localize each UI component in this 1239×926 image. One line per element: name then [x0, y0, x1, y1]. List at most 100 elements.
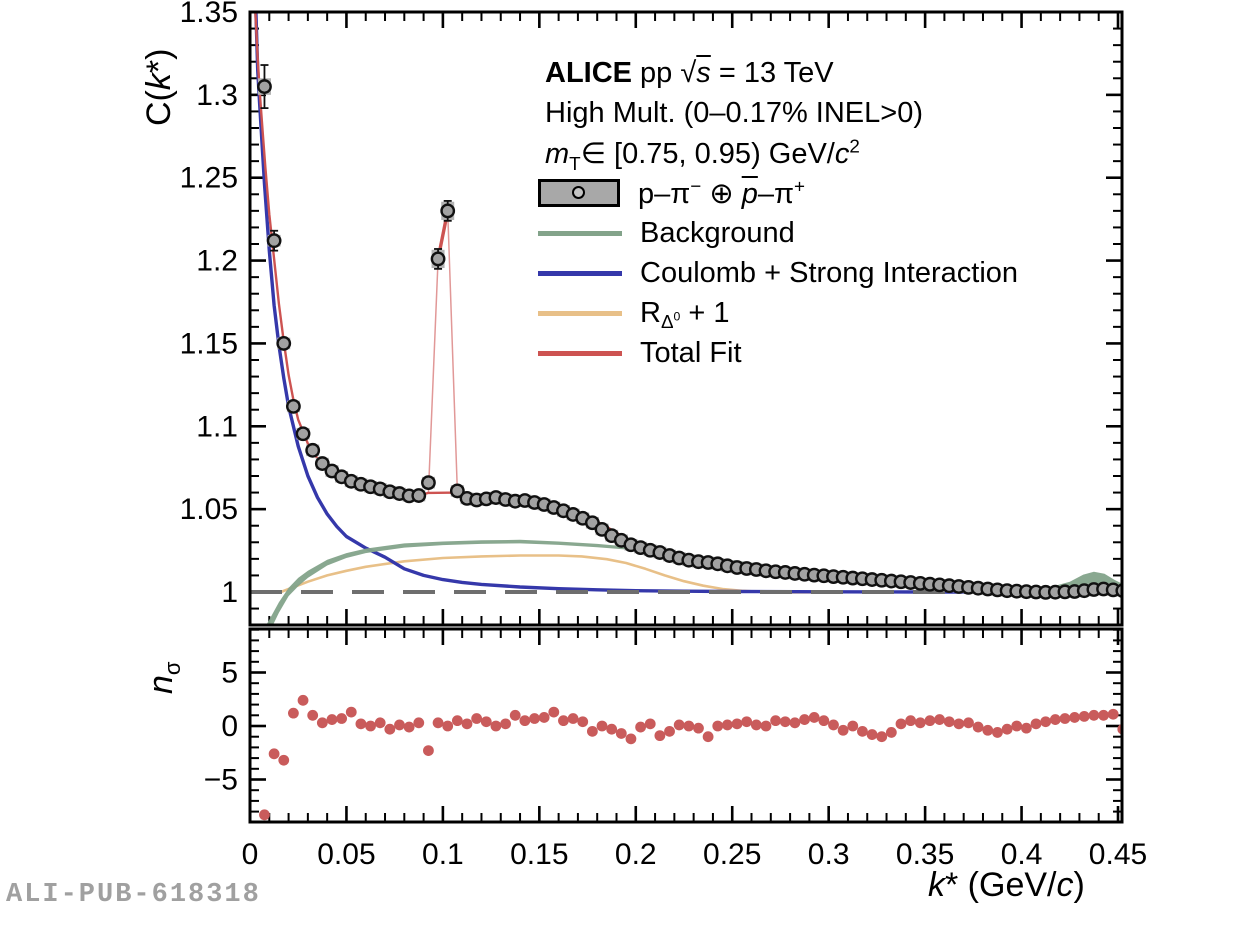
data-point-marker [295, 426, 311, 442]
residual-point [818, 715, 830, 727]
data-point-marker [285, 398, 301, 414]
residual-point [972, 721, 984, 733]
residual-y-tick-label: −5 [204, 764, 238, 797]
residual-point [992, 727, 1003, 738]
residual-point [760, 720, 772, 732]
residual-point [683, 720, 695, 732]
residual-point [866, 729, 878, 740]
legend-row-coulomb: Coulomb + Strong Interaction [538, 253, 1018, 293]
residual-point [615, 728, 627, 739]
residual-point [943, 716, 955, 728]
x-tick-label: 0.05 [317, 838, 375, 871]
residual-point [288, 707, 299, 719]
x-axis-title: k* (GeV/c) [928, 866, 1085, 904]
residual-point [1040, 716, 1052, 728]
residual-point [307, 709, 319, 721]
residual-point [403, 721, 415, 733]
residual-point [1069, 712, 1080, 723]
legend-row-data-pairs: p–π− ⊕ p–π+ [538, 173, 1018, 213]
data-point-marker [276, 336, 292, 351]
residual-point [857, 725, 868, 737]
residual-point [1098, 709, 1109, 721]
residual-y-tick-label: 5 [221, 657, 238, 690]
residual-point [953, 718, 965, 730]
data-point-marker [305, 442, 321, 458]
residual-point [490, 720, 502, 732]
data-point-marker [421, 475, 436, 491]
residual-point [509, 709, 521, 721]
residual-point [625, 733, 637, 745]
residual-point [808, 712, 820, 723]
residual-point [702, 731, 714, 743]
residual-y-axis-title: nσ [142, 661, 185, 694]
main-y-tick-label: 1.1 [196, 410, 238, 443]
legend-label-alice-header: ALICE pp √s = 13 TeV [545, 56, 834, 89]
residual-point [982, 724, 994, 736]
x-tick-label: 0.45 [1089, 838, 1147, 871]
data-point-marker [430, 251, 446, 267]
residual-point [461, 718, 473, 730]
background-line-swatch [538, 230, 622, 236]
residual-point [345, 706, 357, 718]
legend-row-background: Background [538, 213, 1018, 253]
data-point-marker [266, 233, 282, 249]
data-point-marker [257, 79, 272, 94]
legend-label-mt-range: mT∈ [0.75, 0.95) GeV/c2 [545, 134, 860, 174]
residual-point [934, 714, 945, 725]
residual-panel-frame [248, 627, 1124, 824]
legend-row-alice-header: ALICE pp √s = 13 TeV [538, 53, 1018, 93]
data-marker-swatch [538, 179, 620, 207]
x-tick-label: 0.4 [1001, 838, 1043, 871]
residual-point [644, 718, 656, 730]
residual-point [336, 713, 348, 724]
residual-point [1117, 724, 1121, 735]
residual-point [789, 717, 801, 729]
legend-label-coulomb: Coulomb + Strong Interaction [640, 256, 1019, 289]
residual-point [799, 714, 810, 725]
residual-point [1011, 720, 1023, 732]
data-point-marker [440, 203, 456, 219]
residual-point [384, 723, 396, 735]
residual-point [1001, 723, 1013, 735]
residual-point [741, 716, 753, 728]
legend-row-multiplicity: High Mult. (0–0.17% INEL>0) [538, 93, 1018, 133]
residual-point [480, 716, 492, 728]
residual-point [779, 716, 791, 728]
residual-point [374, 717, 386, 729]
main-panel-content [251, 13, 1121, 624]
residual-point [413, 717, 425, 729]
residual-point [432, 717, 444, 729]
watermark-label: ALI-PUB-618318 [6, 880, 261, 910]
x-tick-label: 0.2 [615, 838, 657, 871]
x-tick-label: 0.35 [896, 838, 954, 871]
residual-point [654, 730, 666, 742]
residual-point [278, 754, 290, 766]
data-point-marker [584, 515, 600, 531]
legend-label-background: Background [640, 216, 795, 249]
legend-row-mt-range: mT∈ [0.75, 0.95) GeV/c2 [538, 133, 1018, 173]
residual-point [259, 809, 270, 821]
total-fit-line-swatch [538, 350, 622, 356]
residual-point [500, 718, 511, 730]
residual-point [673, 719, 685, 731]
residual-point [1049, 714, 1061, 725]
main-y-tick-label: 1.2 [196, 245, 238, 278]
residual-point [423, 745, 434, 757]
main-y-axis-title: C(k*) [140, 48, 178, 126]
residual-point [316, 717, 328, 729]
coulomb-line-swatch [538, 270, 622, 276]
x-tick-label: 0.1 [422, 838, 464, 871]
x-tick-label: 0.25 [703, 838, 761, 871]
residual-point [586, 725, 598, 737]
residual-point [1078, 710, 1090, 722]
residual-point [963, 717, 974, 729]
residual-point [722, 719, 733, 731]
residual-point [664, 725, 675, 737]
residual-point [538, 712, 550, 723]
residual-point [451, 715, 463, 727]
residual-point [750, 719, 762, 731]
residual-point [635, 721, 646, 733]
residual-point [1088, 709, 1100, 721]
residual-point [712, 720, 724, 732]
